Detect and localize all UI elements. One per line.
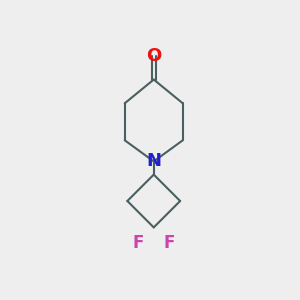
Text: F: F <box>164 234 175 252</box>
Text: F: F <box>132 234 144 252</box>
Text: N: N <box>146 152 161 170</box>
Text: O: O <box>146 47 161 65</box>
